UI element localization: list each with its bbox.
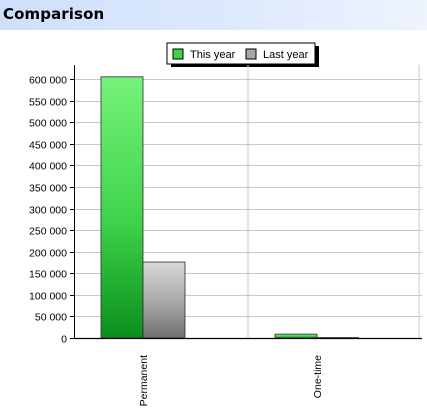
y-tick-label: 400 000	[29, 161, 67, 173]
y-tick-label: 350 000	[29, 183, 67, 195]
y-tick-label: 300 000	[29, 205, 67, 217]
y-tick-label: 0	[61, 334, 67, 346]
legend-swatch-this-year	[172, 48, 184, 60]
y-tick-label: 50 000	[35, 312, 67, 324]
x-tick-label: Permanent	[138, 355, 150, 406]
panel-title: Comparison	[3, 5, 105, 23]
x-tick-label: One-time	[312, 355, 324, 398]
y-tick-label: 150 000	[29, 269, 67, 281]
comparison-chart: This year Last year 0 50 000 100 000 150 00…	[29, 42, 422, 407]
legend-label-this-year: This year	[190, 49, 236, 61]
legend-box	[166, 42, 316, 65]
x-axis-labels: Permanent One-time	[138, 355, 324, 407]
y-tick-label: 100 000	[29, 291, 67, 303]
bars	[100, 76, 359, 339]
bar-last-year-permanent	[142, 261, 186, 339]
y-tick-label: 500 000	[29, 118, 67, 130]
y-tick-label: 450 000	[29, 140, 67, 152]
y-axis-ticks: 0 50 000 100 000 150 000 200 000 250 000 300 0…	[29, 75, 74, 346]
bar-this-year-one-time	[274, 333, 318, 339]
y-tick-label: 550 000	[29, 97, 67, 109]
bar-this-year-permanent	[100, 76, 144, 339]
y-tick-label: 600 000	[29, 75, 67, 87]
legend-label-last-year: Last year	[263, 49, 309, 61]
panel-header: Comparison	[0, 0, 427, 30]
y-tick-label: 200 000	[29, 248, 67, 260]
y-tick-label: 250 000	[29, 226, 67, 238]
axes	[74, 65, 422, 340]
legend-swatch-last-year	[245, 48, 257, 60]
chart-legend: This year Last year	[166, 42, 319, 67]
